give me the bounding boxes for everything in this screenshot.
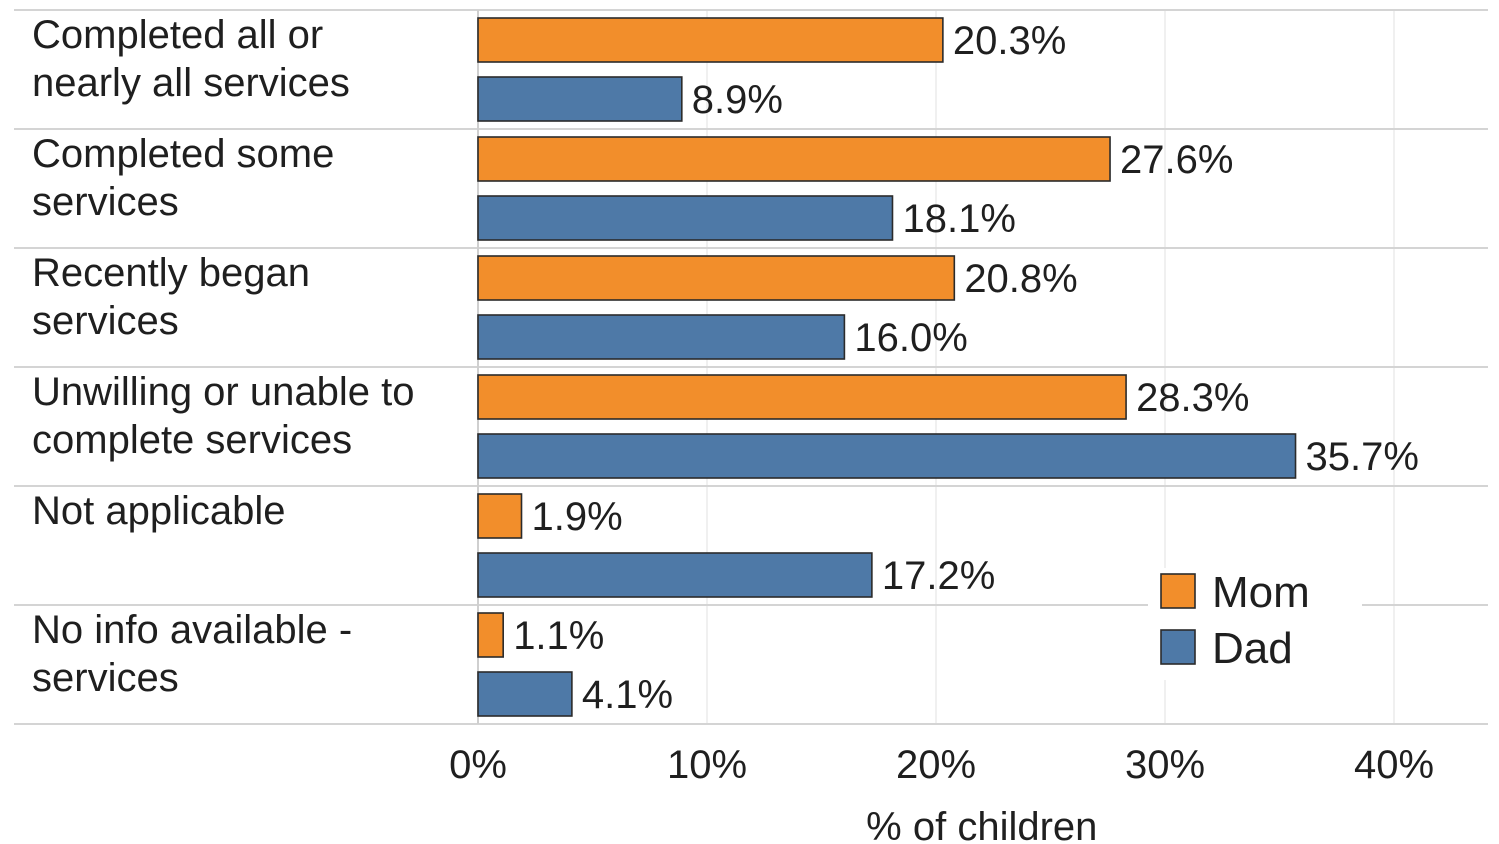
x-tick-label: 40% <box>1354 743 1434 787</box>
category-label: No info available -services <box>32 608 352 700</box>
x-axis-title: % of children <box>866 805 1097 844</box>
bar-mom <box>477 17 944 63</box>
bar-mom <box>477 612 504 658</box>
data-label: 8.9% <box>692 78 783 122</box>
x-tick-label: 0% <box>449 743 507 787</box>
data-label: 16.0% <box>854 316 967 360</box>
data-label: 18.1% <box>902 197 1015 241</box>
bar-dad <box>477 433 1297 479</box>
legend-swatch-mom <box>1160 573 1196 609</box>
bar-dad <box>477 671 573 717</box>
bar-mom <box>477 136 1111 182</box>
data-label: 35.7% <box>1306 435 1419 479</box>
bar-mom <box>477 493 523 539</box>
x-tick-label: 30% <box>1125 743 1205 787</box>
legend-label-dad: Dad <box>1212 624 1293 673</box>
x-tick-label: 10% <box>667 743 747 787</box>
data-label: 1.9% <box>532 495 623 539</box>
category-label: Unwilling or unable to complete services <box>32 370 414 462</box>
bar-mom <box>477 374 1127 420</box>
data-label: 27.6% <box>1120 138 1233 182</box>
bar-dad <box>477 314 846 360</box>
bar-dad <box>477 552 873 598</box>
bar-dad <box>477 76 683 122</box>
data-label: 28.3% <box>1136 376 1249 420</box>
bar-mom <box>477 255 956 301</box>
category-label: Not applicable <box>32 489 286 533</box>
x-tick-label: 20% <box>896 743 976 787</box>
data-label: 20.3% <box>953 19 1066 63</box>
category-label: Recently began services <box>32 251 310 343</box>
data-label: 20.8% <box>964 257 1077 301</box>
category-label: Completed some services <box>32 132 334 224</box>
bar-dad <box>477 195 894 241</box>
legend-swatch-dad <box>1160 629 1196 665</box>
data-label: 17.2% <box>882 554 995 598</box>
legend-label-mom: Mom <box>1212 568 1310 617</box>
category-label: Completed all or nearly all services <box>32 13 350 105</box>
data-label: 4.1% <box>582 673 673 717</box>
data-label: 1.1% <box>513 614 604 658</box>
